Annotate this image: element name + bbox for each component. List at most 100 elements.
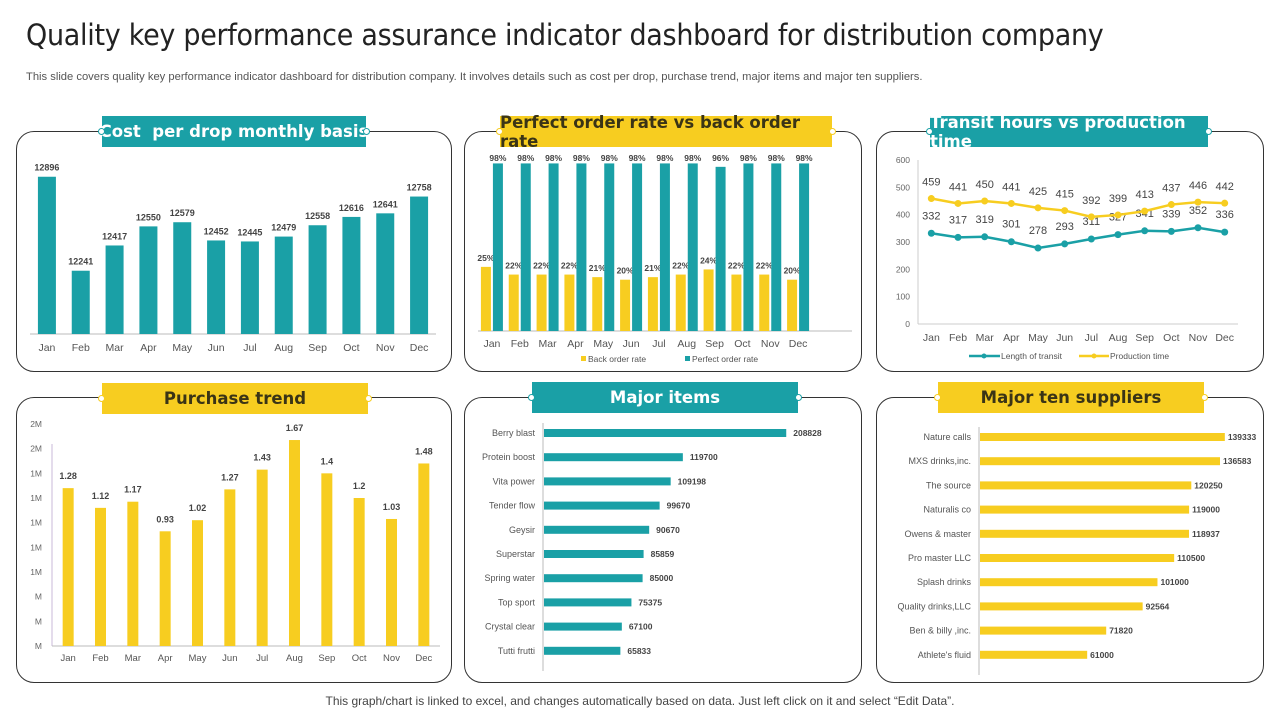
y-tick-label: 100 bbox=[896, 292, 910, 302]
x-tick-label: Nov bbox=[383, 653, 400, 664]
x-tick-label: Aug bbox=[1109, 332, 1128, 344]
y-tick-label: 500 bbox=[896, 182, 910, 192]
data-label: 21% bbox=[589, 263, 606, 273]
data-label: 119700 bbox=[690, 452, 718, 462]
transit-panel-header: Transit hours vs production time bbox=[926, 113, 1212, 151]
data-point bbox=[927, 195, 935, 203]
data-label: 109198 bbox=[678, 476, 707, 486]
data-label: 110500 bbox=[1177, 553, 1205, 563]
data-point bbox=[1114, 211, 1122, 219]
data-label: 90670 bbox=[656, 525, 680, 535]
purchase-chart[interactable]: M M M 1M 1M 1M 1M 1M 2M 2M 1.28 Jan 1.12 Feb 1.17 Mar 0.… bbox=[16, 397, 452, 683]
data-point bbox=[1034, 244, 1042, 252]
data-label: 12417 bbox=[102, 231, 127, 241]
data-point bbox=[1221, 228, 1229, 236]
purchase-panel-header: Purchase trend bbox=[98, 383, 372, 414]
data-label: 1.48 bbox=[415, 446, 433, 456]
cost-chart[interactable]: 12896 Jan 12241 Feb 12417 Mar 12550 Apr 12579 May… bbox=[16, 131, 452, 372]
connector-dot-icon bbox=[1205, 128, 1212, 135]
data-label: 120250 bbox=[1194, 480, 1223, 490]
x-tick-label: May bbox=[172, 342, 193, 354]
x-tick-label: Jan bbox=[923, 332, 940, 344]
data-label: 12579 bbox=[170, 208, 195, 218]
category-label: Top sport bbox=[498, 597, 536, 607]
connector-dot-icon bbox=[496, 128, 503, 135]
x-tick-label: Oct bbox=[1163, 332, 1179, 344]
data-label: 22% bbox=[505, 261, 522, 271]
data-label: 21% bbox=[644, 263, 661, 273]
suppliers-chart[interactable]: Nature calls 139333 MXS drinks,inc. 136583 T… bbox=[876, 397, 1264, 683]
data-label: 413 bbox=[1135, 189, 1153, 201]
data-label: 12241 bbox=[68, 257, 93, 267]
perfect-order-bar-sep bbox=[715, 166, 726, 331]
x-tick-label: Feb bbox=[511, 338, 529, 350]
bar-may bbox=[173, 222, 192, 334]
category-label: Berry blast bbox=[492, 428, 536, 438]
x-tick-label: Jul bbox=[243, 342, 256, 354]
data-label: 441 bbox=[949, 181, 967, 193]
category-label: Tutti frutti bbox=[498, 646, 535, 656]
category-label: Crystal clear bbox=[485, 622, 535, 632]
x-tick-label: Sep bbox=[705, 338, 724, 350]
order-chart[interactable]: 25% 98% Jan 22% 98% Feb 22% 98% Mar 22% 98% Apr 21% 9… bbox=[464, 131, 862, 372]
data-label: 446 bbox=[1189, 180, 1207, 192]
back-order-bar-nov bbox=[759, 274, 770, 331]
data-label: 98% bbox=[489, 153, 506, 163]
data-label: 1.2 bbox=[353, 481, 366, 491]
bar-dec bbox=[410, 196, 429, 334]
bar-may bbox=[192, 520, 203, 646]
data-label: 293 bbox=[1055, 221, 1073, 233]
category-label: Ben & billy ,inc. bbox=[909, 626, 971, 636]
legend-swatch-back-order bbox=[581, 356, 586, 361]
order-panel-header: Perfect order rate vs back order rate bbox=[496, 113, 836, 151]
bar-row bbox=[980, 602, 1143, 611]
x-tick-label: Sep bbox=[308, 342, 327, 354]
items-panel-header: Major items bbox=[528, 382, 802, 413]
transit-chart[interactable]: 0 100 200 300 400 500 600 Jan Feb Mar Apr May Jun Jul… bbox=[876, 131, 1264, 372]
data-label: 98% bbox=[517, 153, 534, 163]
x-tick-label: Apr bbox=[567, 338, 584, 350]
data-label: 459 bbox=[922, 177, 940, 189]
connector-dot-icon bbox=[934, 394, 941, 401]
transit-line bbox=[931, 226, 1225, 250]
data-label: 22% bbox=[756, 261, 773, 271]
data-label: 119000 bbox=[1192, 505, 1220, 515]
data-label: 20% bbox=[617, 266, 634, 276]
bar-row bbox=[544, 525, 650, 534]
bar-row bbox=[544, 429, 787, 437]
data-label: 101000 bbox=[1160, 577, 1189, 587]
data-label: 25% bbox=[477, 253, 494, 263]
category-label: Nature calls bbox=[923, 432, 971, 442]
bar-row bbox=[544, 550, 644, 558]
bar-feb bbox=[71, 270, 90, 334]
x-tick-label: May bbox=[1028, 332, 1049, 344]
data-label: 12616 bbox=[339, 203, 364, 213]
data-label: 61000 bbox=[1090, 650, 1114, 660]
category-label: Superstar bbox=[496, 549, 535, 559]
data-point bbox=[1007, 238, 1015, 246]
data-point bbox=[1194, 224, 1202, 232]
y-tick-label: 2M bbox=[30, 444, 42, 454]
bar-row bbox=[980, 433, 1225, 441]
items-chart[interactable]: Berry blast 208828 Protein boost 119700 Vita… bbox=[464, 397, 862, 683]
x-tick-label: Feb bbox=[72, 342, 90, 354]
x-tick-label: Nov bbox=[761, 338, 780, 350]
data-label: 208828 bbox=[793, 428, 822, 438]
y-tick-label: 1M bbox=[30, 518, 42, 528]
bar-sep bbox=[321, 473, 333, 646]
data-label: 339 bbox=[1162, 208, 1180, 220]
x-tick-label: Jan bbox=[38, 342, 55, 354]
data-label: 415 bbox=[1055, 189, 1073, 201]
page-subtitle: This slide covers quality key performanc… bbox=[26, 71, 923, 83]
back-order-bar-may bbox=[592, 277, 603, 331]
data-label: 12896 bbox=[34, 163, 59, 173]
bar-apr bbox=[139, 226, 158, 334]
category-label: Geysir bbox=[509, 525, 535, 535]
bar-row bbox=[980, 578, 1158, 587]
back-order-bar-mar bbox=[536, 274, 547, 331]
bar-row bbox=[980, 505, 1190, 514]
data-label: 12479 bbox=[271, 223, 296, 233]
x-tick-label: Feb bbox=[92, 653, 108, 664]
data-label: 1.28 bbox=[59, 471, 77, 481]
bar-jul bbox=[240, 241, 259, 334]
